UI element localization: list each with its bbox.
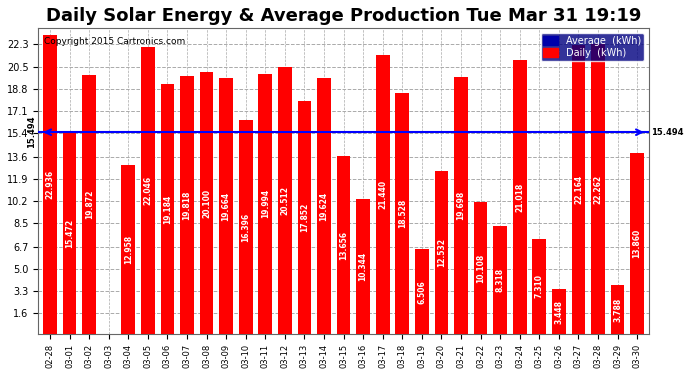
Text: 19.624: 19.624 — [319, 192, 328, 221]
Text: 15.494: 15.494 — [651, 128, 683, 137]
Text: 6.506: 6.506 — [417, 280, 426, 304]
Text: 16.396: 16.396 — [241, 213, 250, 242]
Bar — [395, 93, 409, 334]
Text: 20.512: 20.512 — [280, 186, 289, 215]
Bar — [317, 78, 331, 334]
Bar — [435, 171, 448, 334]
Legend: Average  (kWh), Daily  (kWh): Average (kWh), Daily (kWh) — [540, 33, 644, 60]
Bar — [533, 239, 546, 334]
Text: 18.528: 18.528 — [397, 199, 407, 228]
Text: 12.532: 12.532 — [437, 238, 446, 267]
Bar — [571, 45, 585, 334]
Text: 22.262: 22.262 — [593, 174, 602, 204]
Bar — [63, 132, 77, 334]
Bar — [43, 35, 57, 334]
Text: 19.698: 19.698 — [457, 191, 466, 220]
Text: 12.958: 12.958 — [124, 235, 132, 264]
Bar — [259, 74, 272, 334]
Bar — [121, 165, 135, 334]
Bar — [278, 67, 292, 334]
Text: 8.318: 8.318 — [495, 268, 504, 292]
Text: 19.872: 19.872 — [85, 190, 94, 219]
Bar — [552, 289, 566, 334]
Text: 7.310: 7.310 — [535, 274, 544, 298]
Text: 19.818: 19.818 — [183, 190, 192, 220]
Text: 17.852: 17.852 — [300, 203, 309, 232]
Text: 15.494: 15.494 — [28, 116, 37, 148]
Bar — [180, 76, 194, 334]
Bar — [219, 78, 233, 334]
Bar — [630, 153, 644, 334]
Bar — [161, 84, 175, 334]
Text: 3.448: 3.448 — [554, 300, 563, 324]
Text: 13.656: 13.656 — [339, 231, 348, 260]
Text: Copyright 2015 Cartronics.com: Copyright 2015 Cartronics.com — [44, 37, 186, 46]
Bar — [376, 55, 390, 334]
Bar — [611, 285, 624, 334]
Text: 21.018: 21.018 — [515, 183, 524, 212]
Bar — [454, 77, 468, 334]
Bar — [297, 102, 311, 334]
Text: 22.936: 22.936 — [46, 170, 55, 199]
Title: Daily Solar Energy & Average Production Tue Mar 31 19:19: Daily Solar Energy & Average Production … — [46, 7, 641, 25]
Bar — [337, 156, 351, 334]
Text: 22.046: 22.046 — [144, 176, 152, 205]
Bar — [513, 60, 526, 334]
Bar — [591, 44, 605, 334]
Text: 15.472: 15.472 — [65, 219, 74, 248]
Text: 20.100: 20.100 — [202, 189, 211, 218]
Bar — [82, 75, 96, 334]
Bar — [474, 202, 487, 334]
Text: 3.788: 3.788 — [613, 297, 622, 321]
Bar — [415, 249, 428, 334]
Bar — [141, 47, 155, 334]
Bar — [199, 72, 213, 334]
Text: 21.440: 21.440 — [378, 180, 387, 209]
Text: 19.184: 19.184 — [163, 195, 172, 224]
Bar — [239, 120, 253, 334]
Text: 22.164: 22.164 — [574, 175, 583, 204]
Bar — [493, 226, 507, 334]
Text: 19.664: 19.664 — [221, 191, 230, 220]
Text: 13.860: 13.860 — [633, 229, 642, 258]
Text: 10.108: 10.108 — [476, 254, 485, 283]
Text: 19.994: 19.994 — [261, 189, 270, 218]
Bar — [356, 199, 370, 334]
Text: 10.344: 10.344 — [359, 252, 368, 281]
